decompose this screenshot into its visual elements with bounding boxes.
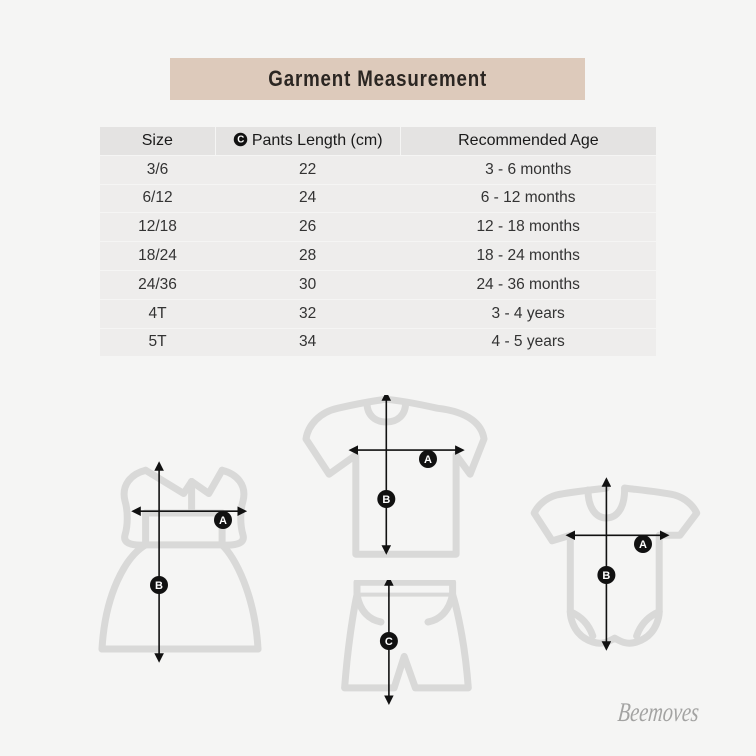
svg-text:A: A	[219, 515, 227, 527]
svg-text:C: C	[385, 636, 393, 648]
svg-text:B: B	[155, 580, 163, 592]
svg-text:A: A	[424, 454, 432, 466]
svg-text:B: B	[382, 494, 390, 506]
svg-text:C: C	[237, 135, 244, 146]
svg-text:B: B	[602, 570, 610, 582]
svg-text:A: A	[639, 539, 647, 551]
